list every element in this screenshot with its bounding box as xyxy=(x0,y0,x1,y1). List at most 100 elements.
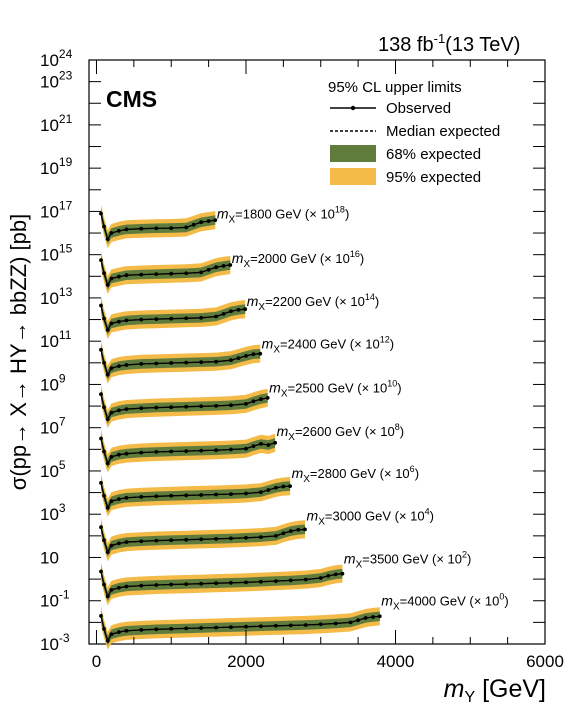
observed-point-mx2600 xyxy=(169,449,174,454)
observed-point-mx2400 xyxy=(117,364,121,368)
observed-point-mx3500 xyxy=(105,594,110,599)
observed-point-mx2500 xyxy=(102,405,106,410)
observed-point-mx2500 xyxy=(214,404,219,408)
observed-point-mx4000 xyxy=(333,621,338,626)
observed-point-mx4000 xyxy=(229,625,233,629)
observed-point-mx3500 xyxy=(318,576,323,580)
observed-point-mx2400 xyxy=(184,360,189,365)
observed-point-mx2500 xyxy=(117,408,121,413)
observed-point-mx2500 xyxy=(265,396,270,400)
observed-point-mx2000 xyxy=(184,271,189,276)
observed-point-mx2000 xyxy=(221,264,226,268)
observed-point-mx4000 xyxy=(356,618,360,623)
observed-point-mx3000 xyxy=(184,537,189,542)
observed-point-mx2800 xyxy=(244,491,248,496)
observed-point-mx3500 xyxy=(259,579,263,584)
observed-point-mx2000 xyxy=(228,263,233,267)
observed-point-mx2600 xyxy=(105,461,110,466)
observed-point-mx1800 xyxy=(102,224,106,229)
observed-point-mx3000 xyxy=(281,531,286,536)
observed-point-mx2800 xyxy=(199,493,204,497)
observed-point-mx2200 xyxy=(236,307,241,312)
observed-point-mx3500 xyxy=(340,571,345,576)
observed-point-mx2200 xyxy=(229,309,233,314)
observed-point-mx1800 xyxy=(206,219,211,224)
observed-point-mx2600 xyxy=(266,443,271,447)
observed-point-mx2500 xyxy=(124,407,129,411)
x-tick-label: 0 xyxy=(92,652,101,671)
observed-point-mx1800 xyxy=(105,237,110,242)
y-tick-label: 1015 xyxy=(40,242,73,265)
observed-point-mx2400 xyxy=(139,362,144,366)
series-label-mx2000: mX=2000 GeV (× 1016) xyxy=(232,249,364,270)
observed-point-mx3500 xyxy=(99,569,103,574)
observed-point-mx2500 xyxy=(105,417,110,421)
observed-point-mx3500 xyxy=(139,583,144,588)
lumi-label: 138 fb-1(13 TeV) xyxy=(378,31,520,56)
observed-point-mx2500 xyxy=(109,410,114,415)
observed-point-mx2600 xyxy=(124,451,129,456)
observed-point-mx1800 xyxy=(109,231,114,235)
observed-point-mx3000 xyxy=(214,537,219,541)
observed-point-mx4000 xyxy=(169,627,174,631)
observed-point-mx2500 xyxy=(154,405,159,410)
observed-point-mx2800 xyxy=(109,499,114,504)
observed-point-mx3000 xyxy=(303,527,307,532)
series-label-mx2600: mX=2600 GeV (× 108) xyxy=(277,422,404,443)
observed-point-mx2400 xyxy=(199,360,204,365)
y-tick-label: 1019 xyxy=(40,155,73,178)
observed-point-mx2400 xyxy=(244,354,248,358)
observed-point-mx2600 xyxy=(154,450,159,454)
observed-point-mx3500 xyxy=(288,578,293,583)
y-tick-label: 1021 xyxy=(40,112,73,135)
band-68-mx3500 xyxy=(101,566,343,602)
observed-point-mx2800 xyxy=(214,492,219,497)
observed-point-mx4000 xyxy=(109,632,114,637)
y-tick-label: 1023 xyxy=(40,69,73,92)
observed-point-mx2000 xyxy=(117,274,121,279)
observed-point-mx2200 xyxy=(169,316,174,321)
observed-point-mx2800 xyxy=(169,493,174,498)
observed-point-mx2200 xyxy=(105,328,110,332)
y-tick-label: 1017 xyxy=(40,198,73,221)
observed-point-mx2200 xyxy=(99,303,103,308)
observed-point-mx2000 xyxy=(169,271,174,276)
y-tick-label: 103 xyxy=(40,501,66,524)
observed-point-mx4000 xyxy=(288,623,293,628)
observed-point-mx3000 xyxy=(139,539,144,544)
x-tick-label: 2000 xyxy=(227,652,265,671)
observed-point-mx2800 xyxy=(154,494,159,499)
y-tick-label: 1024 xyxy=(40,47,73,70)
y-tick-label: 10 xyxy=(40,548,59,567)
observed-point-mx3500 xyxy=(326,574,331,578)
observed-point-mx2000 xyxy=(124,273,129,278)
observed-point-mx3000 xyxy=(169,538,174,543)
observed-point-mx2200 xyxy=(154,317,159,321)
band-68-mx2000 xyxy=(101,255,231,290)
legend: 95% CL upper limits Observed Median expe… xyxy=(328,79,500,186)
observed-point-mx2000 xyxy=(206,267,211,272)
observed-point-mx2200 xyxy=(199,315,204,320)
observed-point-mx1800 xyxy=(169,226,174,231)
observed-point-mx2500 xyxy=(139,406,144,411)
observed-point-mx2600 xyxy=(251,444,256,448)
observed-point-mx2000 xyxy=(105,283,110,287)
observed-point-mx1800 xyxy=(117,229,121,233)
legend-median-label: Median expected xyxy=(386,123,500,140)
observed-point-mx1800 xyxy=(154,226,159,231)
observed-point-mx2800 xyxy=(288,484,292,488)
band-68-mx4000 xyxy=(101,611,380,646)
series-label-mx2800: mX=2800 GeV (× 106) xyxy=(292,464,419,485)
series-labels-layer: mX=1800 GeV (× 1018) mX=2000 GeV (× 1016)… xyxy=(217,205,509,613)
observed-point-mx2500 xyxy=(251,399,256,404)
y-tick-label: 1011 xyxy=(40,328,72,351)
observed-point-mx4000 xyxy=(124,628,129,633)
observed-point-mx4000 xyxy=(274,623,278,628)
observed-point-mx2400 xyxy=(214,359,219,364)
observed-point-mx2500 xyxy=(229,403,233,408)
observed-point-mx2500 xyxy=(99,392,103,397)
observed-point-mx3500 xyxy=(214,581,219,586)
observed-line-mx2200 xyxy=(100,305,246,332)
observed-point-mx2600 xyxy=(259,442,263,446)
observed-point-mx2200 xyxy=(102,316,106,321)
